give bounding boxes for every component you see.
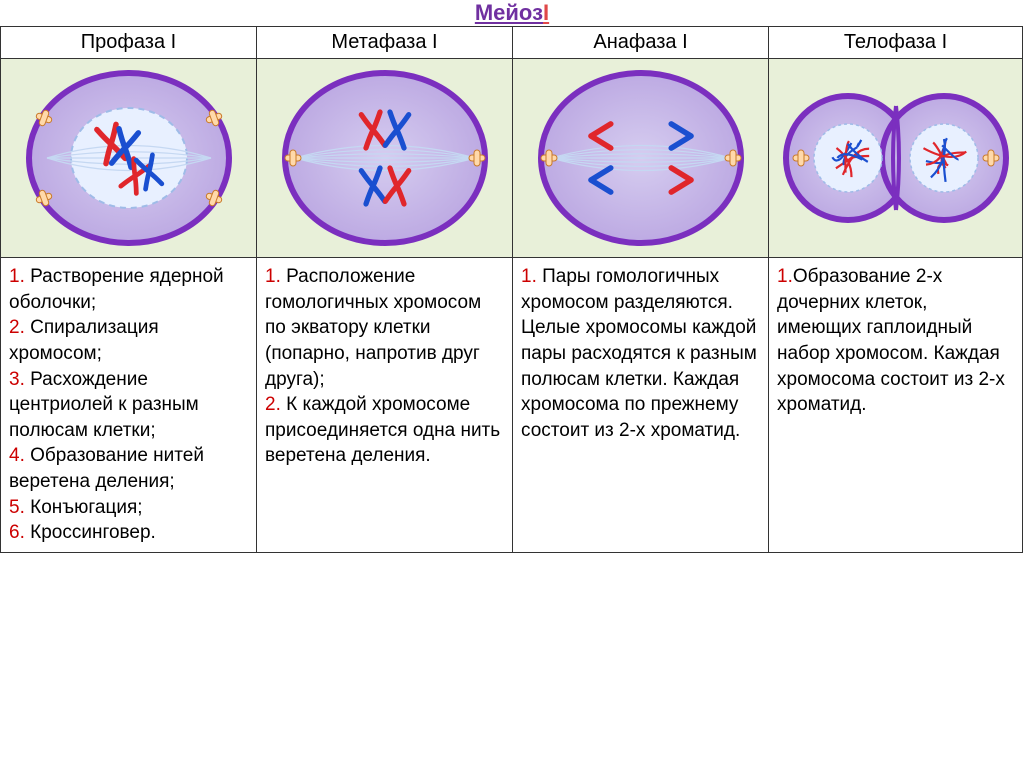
telophase-cell-icon [776, 63, 1016, 253]
desc-telophase: 1.Образование 2-х дочерних клеток, имеющ… [769, 258, 1023, 553]
hdr-metaphase: Метафаза I [257, 27, 513, 59]
meiosis-table: Профаза I Метафаза I Анафаза I Телофаза … [0, 26, 1023, 553]
title-part1: Мейоз [475, 0, 543, 25]
diag-anaphase [513, 59, 769, 258]
anaphase-cell-icon [521, 63, 761, 253]
diagram-row [1, 59, 1023, 258]
hdr-telophase: Телофаза I [769, 27, 1023, 59]
diag-prophase [1, 59, 257, 258]
title-part2: I [543, 0, 549, 25]
diag-metaphase [257, 59, 513, 258]
main-title: МейозI [0, 0, 1024, 26]
hdr-prophase: Профаза I [1, 27, 257, 59]
desc-anaphase: 1. Пары гомологичных хромосом разделяютс… [513, 258, 769, 553]
diag-telophase [769, 59, 1023, 258]
description-row: 1. Растворение ядерной оболочки;2. Спира… [1, 258, 1023, 553]
prophase-cell-icon [9, 63, 249, 253]
header-row: Профаза I Метафаза I Анафаза I Телофаза … [1, 27, 1023, 59]
desc-metaphase: 1. Расположение гомологичных хромосом по… [257, 258, 513, 553]
desc-prophase: 1. Растворение ядерной оболочки;2. Спира… [1, 258, 257, 553]
hdr-anaphase: Анафаза I [513, 27, 769, 59]
metaphase-cell-icon [265, 63, 505, 253]
